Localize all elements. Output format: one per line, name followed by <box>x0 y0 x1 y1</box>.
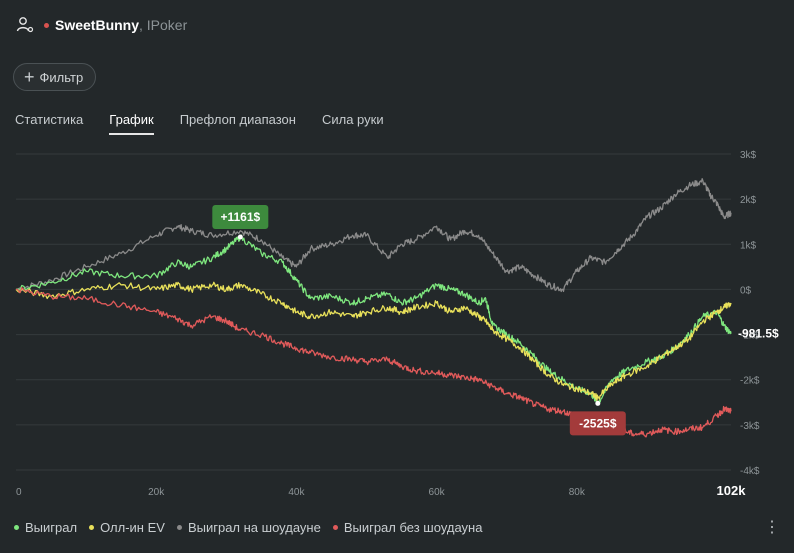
legend-swatch-allin-ev <box>89 525 95 530</box>
legend-swatch-showdown <box>176 525 182 530</box>
chart-legend: Выиграл Олл-ин EV Выиграл на шоудауне Вы… <box>14 520 494 535</box>
status-dot <box>44 22 49 28</box>
x-tick-label: 0 <box>16 487 22 498</box>
x-tick-label: 40k <box>288 487 305 498</box>
tab-preflop-range[interactable]: Префлоп диапазон <box>179 112 296 127</box>
y-tick-label: 3k$ <box>740 150 757 161</box>
x-tick-label: 102k <box>717 483 747 498</box>
series-line-non-showdown <box>15 287 732 438</box>
tab-statistics[interactable]: Статистика <box>15 112 84 127</box>
series-line-allin-ev <box>15 281 732 401</box>
legend-item-won[interactable]: Выиграл <box>14 520 77 535</box>
more-options-icon[interactable]: ⋮ <box>764 519 780 536</box>
annotation-point <box>237 234 243 240</box>
x-tick-label: 20k <box>148 487 165 498</box>
annotation-label: +1161$ <box>220 210 260 224</box>
legend-item-allin-ev[interactable]: Олл-ин EV <box>89 520 165 535</box>
legend-label-showdown: Выиграл на шоудауне <box>187 520 321 535</box>
tab-bar: Статистика График Префлоп диапазон Сила … <box>15 112 410 135</box>
y-tick-label: 2k$ <box>740 195 757 206</box>
legend-item-non-showdown[interactable]: Выиграл без шоудауна <box>332 520 483 535</box>
plus-icon: + <box>24 67 35 87</box>
x-tick-label: 60k <box>429 487 446 498</box>
y-tick-label: -3k$ <box>740 421 760 432</box>
legend-label-allin-ev: Олл-ин EV <box>100 520 165 535</box>
y-tick-label: 1k$ <box>740 240 757 251</box>
tab-hand-strength[interactable]: Сила руки <box>321 112 384 127</box>
end-value-label: -981.5$ <box>738 327 779 341</box>
series-line-showdown <box>15 178 732 293</box>
filter-label: Фильтр <box>39 69 84 85</box>
header: SweetBunny , IPoker <box>16 14 187 36</box>
x-tick-label: 80k <box>569 487 586 498</box>
legend-swatch-non-showdown <box>332 525 338 530</box>
series-line-won <box>15 234 732 406</box>
y-tick-label: -2k$ <box>740 376 760 387</box>
annotation-label: -2525$ <box>579 416 617 430</box>
room-name: , IPoker <box>139 17 188 33</box>
annotation-point <box>595 400 601 406</box>
player-name: SweetBunny <box>55 17 140 33</box>
tab-graph[interactable]: График <box>109 112 154 135</box>
legend-label-won: Выиграл <box>25 520 78 535</box>
y-tick-label: -4k$ <box>740 466 760 477</box>
filter-button[interactable]: + Фильтр <box>13 63 97 91</box>
y-tick-label: 0$ <box>740 285 752 296</box>
legend-swatch-won <box>14 525 19 530</box>
annotation-badge <box>212 205 269 230</box>
legend-label-non-showdown: Выиграл без шоудауна <box>343 520 483 535</box>
profit-chart[interactable]: 3k$ 2k$ 1k$ 0$ -1k$ -2k$ -3k$ -4k$ 0 20k 40k 60k 80k… <box>0 140 794 510</box>
y-tick-label: -1k$ <box>740 331 760 342</box>
user-settings-icon[interactable] <box>16 16 34 34</box>
annotation-badge <box>569 411 626 436</box>
legend-item-showdown[interactable]: Выиграл на шоудауне <box>176 520 321 535</box>
